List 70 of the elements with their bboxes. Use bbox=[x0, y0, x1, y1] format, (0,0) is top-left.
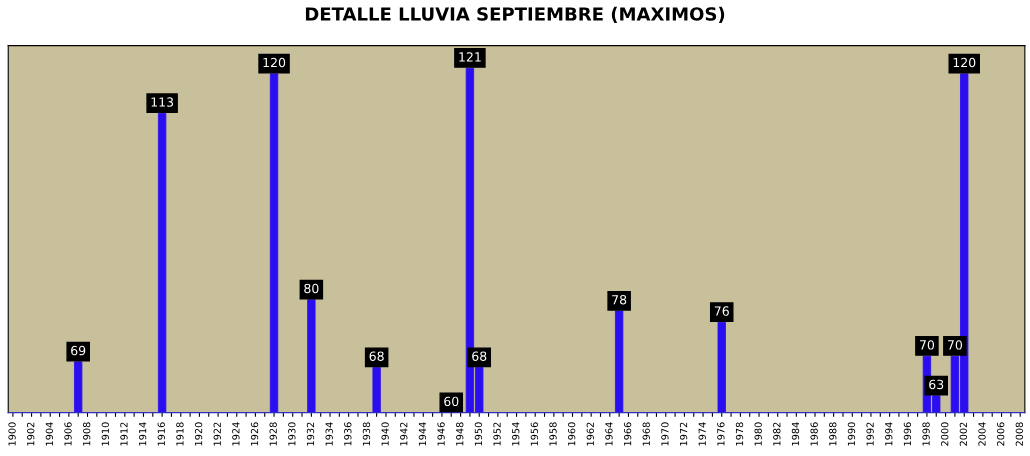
x-tick-label: 1980 bbox=[754, 422, 762, 446]
x-tick-label: 1994 bbox=[885, 422, 893, 446]
data-label: 80 bbox=[304, 283, 319, 294]
data-label: 68 bbox=[369, 351, 384, 361]
x-tick-label: 1952 bbox=[493, 422, 501, 446]
x-tick-label: 1978 bbox=[735, 422, 744, 446]
x-tick-label: 1974 bbox=[698, 422, 706, 446]
data-label: 68 bbox=[472, 351, 487, 361]
x-tick-label: 1942 bbox=[400, 422, 408, 446]
x-tick-label: 1982 bbox=[773, 422, 781, 446]
x-tick-label: 1956 bbox=[530, 422, 539, 446]
x-tick-label: 1962 bbox=[586, 422, 594, 446]
x-tick-label: 1914 bbox=[138, 422, 147, 446]
x-tick-label: 1976 bbox=[717, 422, 725, 446]
x-tick-label: 1972 bbox=[679, 422, 688, 446]
x-tick-label: 2008 bbox=[1015, 422, 1024, 446]
x-tick-label: 1934 bbox=[325, 422, 333, 446]
x-tick-label: 1928 bbox=[269, 422, 277, 446]
x-tick-label: 1912 bbox=[120, 422, 128, 446]
data-label: 78 bbox=[612, 294, 627, 305]
data-label: 69 bbox=[71, 345, 86, 356]
x-tick-label: 1904 bbox=[45, 422, 54, 446]
data-label: 120 bbox=[263, 57, 286, 68]
x-tick-label: 1970 bbox=[661, 422, 669, 446]
x-tick-label: 1966 bbox=[623, 422, 632, 446]
data-label: 120 bbox=[953, 57, 976, 68]
x-tick-label: 1998 bbox=[922, 422, 930, 446]
data-label: 121 bbox=[459, 52, 481, 62]
data-label: 76 bbox=[714, 306, 729, 316]
x-tick-label: 1964 bbox=[605, 422, 613, 446]
x-tick-label: 1936 bbox=[344, 422, 352, 446]
x-tick-label: 1950 bbox=[474, 422, 483, 446]
data-label: 70 bbox=[947, 340, 963, 350]
x-tick-label: 2002 bbox=[959, 422, 968, 446]
chart-title: DETALLE LLUVIA SEPTIEMBRE (MAXIMOS) bbox=[305, 6, 725, 23]
x-tick-label: 2004 bbox=[978, 422, 986, 446]
x-tick-label: 1946 bbox=[437, 422, 445, 446]
x-tick-label: 1990 bbox=[847, 422, 856, 446]
x-tick-label: 2000 bbox=[941, 422, 949, 446]
x-tick-label: 1954 bbox=[512, 422, 520, 446]
x-tick-label: 1986 bbox=[810, 422, 818, 446]
x-tick-label: 1932 bbox=[306, 422, 315, 446]
x-tick-label: 1984 bbox=[791, 422, 800, 446]
x-tick-label: 1940 bbox=[381, 422, 389, 446]
x-tick-label: 1968 bbox=[642, 422, 650, 446]
x-tick-label: 1996 bbox=[903, 422, 912, 446]
x-tick-label: 1922 bbox=[213, 422, 221, 446]
x-tick-label: 1948 bbox=[456, 422, 464, 446]
x-tick-label: 1908 bbox=[82, 422, 91, 446]
x-tick-label: 1916 bbox=[157, 422, 165, 446]
x-tick-label: 1930 bbox=[288, 422, 296, 446]
data-label: 70 bbox=[919, 340, 935, 350]
x-tick-label: 1902 bbox=[27, 422, 35, 446]
x-tick-label: 1960 bbox=[567, 422, 576, 446]
x-tick-label: 1910 bbox=[101, 422, 109, 446]
x-tick-label: 1992 bbox=[866, 422, 874, 446]
x-tick-label: 1958 bbox=[549, 422, 557, 446]
x-tick-label: 1926 bbox=[250, 422, 259, 446]
x-tick-label: 1938 bbox=[362, 422, 371, 446]
x-tick-label: 1900 bbox=[8, 422, 16, 446]
x-tick-label: 1988 bbox=[829, 422, 837, 446]
data-label: 63 bbox=[929, 379, 944, 390]
x-tick-label: 1920 bbox=[194, 422, 203, 446]
data-label: 60 bbox=[444, 396, 459, 407]
x-tick-label: 1924 bbox=[232, 422, 240, 446]
data-label: 113 bbox=[151, 97, 174, 107]
x-tick-label: 2006 bbox=[997, 422, 1005, 446]
x-tick-label: 1906 bbox=[64, 422, 72, 446]
x-tick-label: 1944 bbox=[418, 422, 427, 446]
x-tick-label: 1918 bbox=[176, 422, 184, 446]
